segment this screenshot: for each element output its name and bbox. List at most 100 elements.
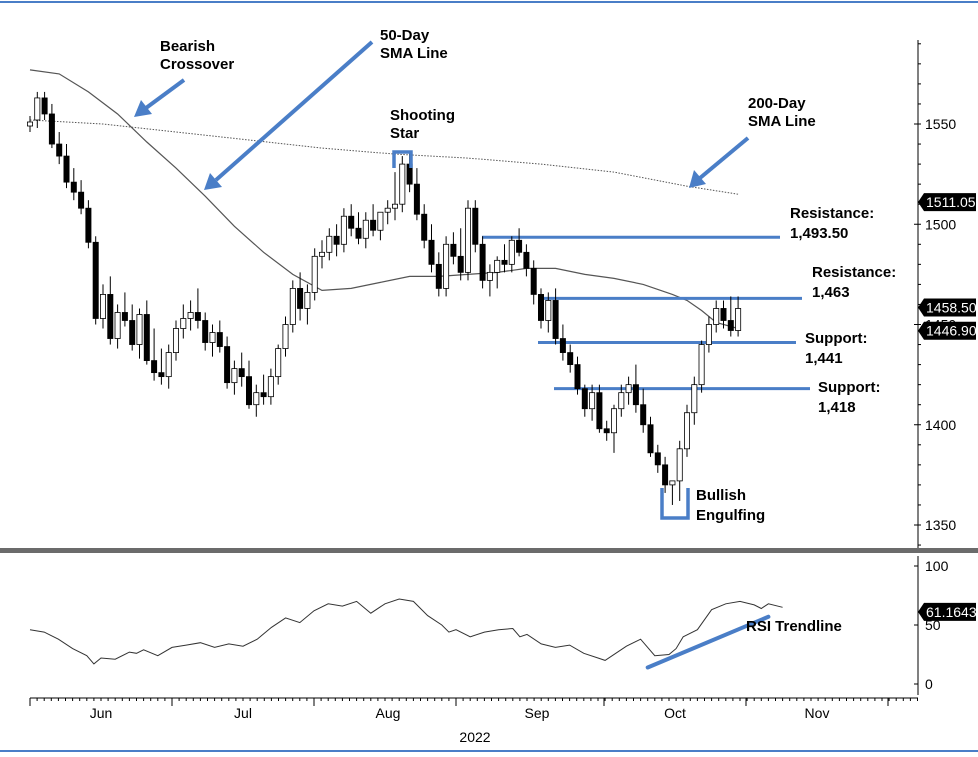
resistance-2-label: Resistance: 1,463 (812, 264, 900, 301)
candle (100, 284, 107, 329)
candle-body (559, 338, 566, 353)
candle (443, 236, 450, 297)
candle-body (713, 308, 720, 325)
price-tick-label: 1500 (925, 216, 956, 232)
candle (194, 288, 201, 329)
candle-body (552, 300, 559, 339)
candle-body (362, 219, 369, 239)
candle-body (370, 219, 377, 231)
candle-body (41, 97, 48, 115)
bearish-crossover-arrowhead (134, 100, 152, 117)
candle-body (224, 346, 231, 384)
candlesticks (26, 91, 742, 505)
candle (253, 384, 260, 417)
candle-body (304, 292, 311, 309)
candle-body (100, 294, 107, 319)
candle-body (56, 143, 63, 157)
candle-body (574, 364, 581, 390)
candle-body (129, 320, 136, 345)
rsi-tick-label: 100 (925, 558, 949, 574)
year-label: 2022 (459, 729, 490, 745)
month-label: Jun (90, 705, 113, 721)
candle (494, 256, 501, 289)
candle (304, 284, 311, 325)
value-tag-label: 1458.50 (926, 299, 977, 315)
candle-body (676, 448, 683, 482)
candle (143, 300, 150, 365)
candle-body (457, 255, 464, 273)
candle (333, 224, 340, 257)
candle-body (78, 191, 85, 209)
candle-body (486, 271, 493, 281)
candle-body (63, 155, 70, 183)
candle (691, 376, 698, 425)
candle-body (48, 113, 55, 145)
candle (121, 292, 128, 327)
candle-body (282, 324, 289, 349)
value-tag-box (918, 298, 976, 317)
candle (202, 312, 209, 351)
candle-body (326, 235, 333, 253)
candle-body (538, 294, 545, 321)
candle (457, 228, 464, 281)
candle-body (508, 239, 515, 265)
candle (516, 228, 523, 257)
candle-body (399, 163, 406, 205)
candle (501, 244, 508, 273)
candle (684, 404, 691, 457)
candle (34, 91, 41, 129)
candle (231, 360, 238, 395)
candle (435, 252, 442, 297)
price-tick-label: 1550 (925, 116, 956, 132)
price-tick-label: 1400 (925, 417, 956, 433)
candle (136, 308, 143, 359)
candle-body (735, 308, 742, 331)
candle (698, 340, 705, 393)
candle (530, 260, 537, 305)
value-tag: 1458.50 (918, 298, 977, 317)
candle-body (340, 215, 347, 245)
sma50-arrowhead (204, 173, 222, 190)
candle (377, 211, 384, 241)
candle-body (464, 207, 471, 273)
candle-body (107, 294, 114, 339)
candle-body (647, 424, 654, 454)
candle (662, 456, 669, 493)
candle-body (187, 312, 194, 319)
candle (224, 336, 231, 389)
value-tags: 1511.05 1458.50 1446.90 61.1643 (918, 193, 977, 621)
candle-body (625, 384, 632, 394)
sma200-arrow (698, 136, 750, 180)
candle-body (70, 181, 77, 193)
rsi-tick-label: 0 (925, 676, 933, 692)
bearish-crossover-label: Bearish Crossover (160, 38, 234, 73)
candle-body (114, 312, 121, 339)
candle (705, 316, 712, 353)
candle (647, 416, 654, 457)
candle (713, 300, 720, 333)
candle (129, 304, 136, 351)
rsi-line (29, 598, 783, 665)
candle (669, 480, 676, 505)
candle-body (428, 239, 435, 265)
candle-body (523, 251, 530, 269)
candle (267, 368, 274, 405)
shooting-star-label: Shooting Star (390, 107, 459, 142)
candle-body (472, 207, 479, 245)
candle-body (589, 392, 596, 410)
value-tag-box (918, 193, 976, 212)
candle-body (720, 308, 727, 321)
candle-body (85, 207, 92, 243)
candle-body (209, 332, 216, 343)
candle (260, 374, 267, 405)
candle (151, 328, 158, 381)
shooting-star-bracket (392, 150, 413, 168)
candle-body (384, 207, 391, 213)
value-tag-box (918, 321, 976, 340)
value-tag-label: 1446.90 (926, 323, 977, 339)
candle (158, 348, 165, 385)
panel-divider (0, 548, 978, 553)
value-tag-label: 1511.05 (926, 194, 976, 210)
candle (640, 388, 647, 433)
